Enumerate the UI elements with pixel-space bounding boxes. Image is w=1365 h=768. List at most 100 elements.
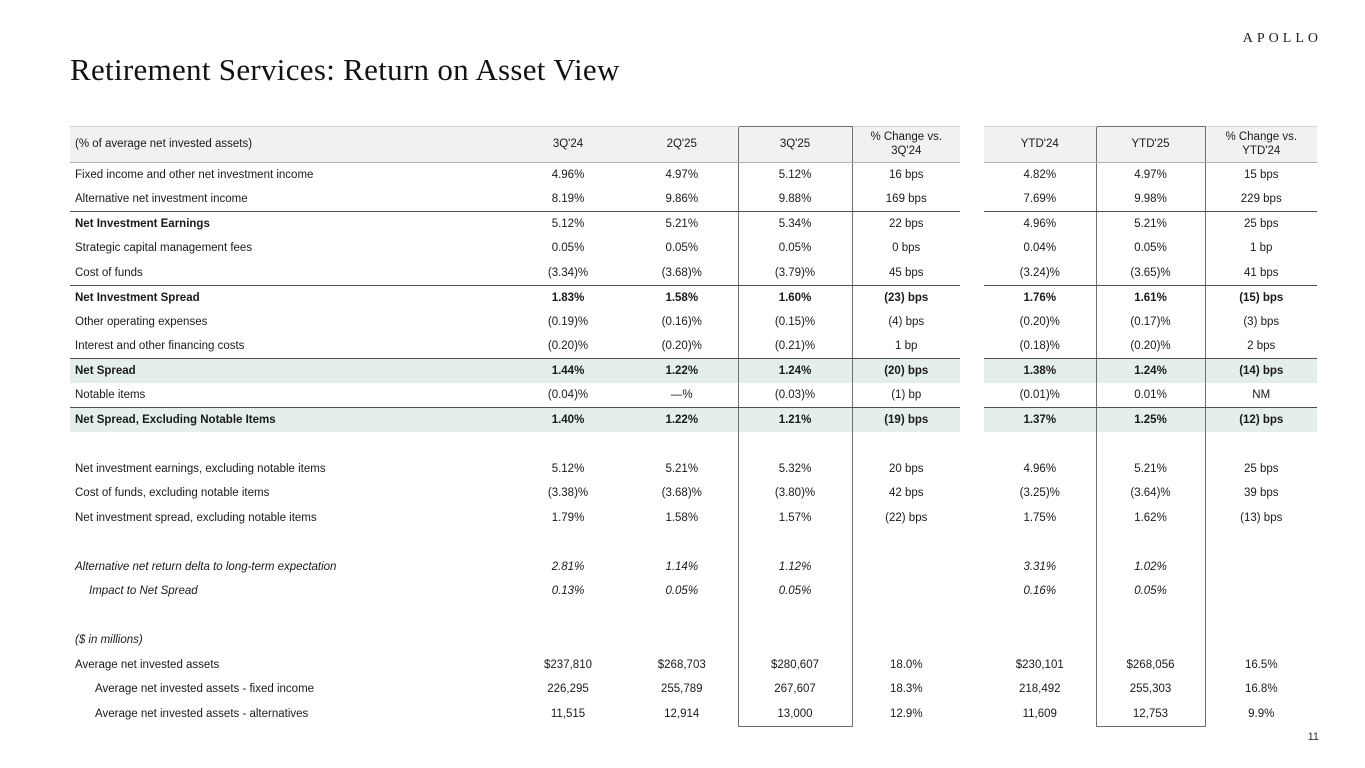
cell-value: 9.98% [1095,187,1206,212]
column-gap [960,653,984,678]
cell-value: 1.22% [626,358,738,383]
cell-value: $268,703 [657,658,706,671]
header-change-vs-3q24: % Change vs. 3Q'24 [852,126,960,163]
cell-value: 9.9% [1248,707,1275,720]
cell-value [852,530,960,555]
cell-value: 1.57% [737,505,853,530]
cell-value [852,555,960,580]
column-gap [960,481,984,506]
cell-value: 1.02% [1095,554,1206,579]
cell-value: 0.05% [665,242,699,255]
row-label: Net Spread [70,358,510,383]
cell-value [1205,555,1317,580]
table-row: Net Spread, Excluding Notable Items 1.40%… [70,407,1317,433]
row-label: Interest and other financing costs [70,334,510,359]
table-row: Other operating expenses (0.19)% (0.16)% (0… [70,309,1317,335]
column-gap [960,555,984,580]
cell-value: 0.05% [551,242,585,255]
roa-table-container: (% of average net invested assets) 3Q'24… [70,126,1317,727]
cell-value: 1.79% [551,511,585,524]
cell-value: 11,609 [1022,707,1057,720]
column-gap [960,702,984,727]
cell-value: 1.22% [626,407,738,432]
column-gap [960,408,984,433]
column-gap [960,285,984,310]
cell-value: 1.62% [1095,505,1206,530]
column-gap [960,334,984,359]
cell-value: (20) bps [852,358,960,383]
cell-value [1095,530,1206,555]
cell-value: (0.04)% [510,383,626,408]
cell-value: (3.68)% [661,487,702,500]
cell-value [737,530,853,555]
table-row: Fixed income and other net investment in… [70,162,1317,187]
apollo-logo: APOLLO [1242,31,1322,46]
cell-value: 0.05% [1095,236,1206,261]
cell-value: (3.65)% [1095,260,1206,286]
cell-value: (3.38)% [547,487,589,500]
column-gap [960,604,984,629]
cell-value: (0.16)% [661,315,702,328]
spacer-row [70,432,1317,457]
cell-value: 229 bps [1205,187,1317,212]
cell-value: 267,607 [737,677,853,702]
row-label: Net Spread, Excluding Notable Items [70,407,510,432]
cell-value: (3.68)% [626,260,738,286]
cell-value [852,628,960,653]
cell-value: 2 bps [1205,334,1317,359]
cell-value [510,530,626,555]
cell-value: (3.24)% [984,260,1096,286]
cell-value: 2.81% [551,560,585,573]
cell-value: NM [1205,383,1317,408]
row-label: Fixed income and other net investment in… [75,169,314,181]
cell-value: (3) bps [1243,315,1280,328]
cell-value [626,604,738,629]
cell-value: 45 bps [852,260,960,286]
cell-value: 39 bps [1243,487,1279,500]
cell-value: 15 bps [1243,169,1279,181]
cell-value: 1.24% [1095,358,1206,383]
cell-value: 0.04% [1023,242,1057,255]
cell-value [1205,579,1317,604]
column-gap [960,127,984,163]
header-2q25: 2Q'25 [626,126,738,163]
cell-value: (0.20)% [1095,334,1206,359]
cell-value: 255,789 [660,683,703,696]
column-gap [960,261,984,286]
cell-value: 4.97% [1095,162,1206,187]
cell-value: 12,753 [1095,701,1206,727]
table-row: Cost of funds, excluding notable items (3… [70,481,1317,506]
cell-value: 1 bp [1250,242,1273,255]
cell-value: —% [626,383,738,408]
cell-value: 1.37% [984,407,1096,432]
cell-value: 1.38% [984,358,1096,383]
cell-value: 1.21% [737,407,853,432]
row-label: Alternative net return delta to long-ter… [75,560,337,573]
cell-value: (3.25)% [1019,487,1060,500]
spacer-row [70,603,1317,629]
row-label: Notable items [70,383,510,408]
row-label: Other operating expenses [75,315,208,328]
column-gap [960,310,984,335]
cell-value: 16.5% [1244,658,1278,671]
row-label: ($ in millions) [75,634,143,647]
column-gap [960,187,984,212]
table-row: Notable items (0.04)% —% (0.03)% (1) bp (0.01… [70,383,1317,408]
cell-value: (0.01)% [984,383,1096,408]
cell-value [1205,432,1317,457]
cell-value [1095,432,1206,457]
cell-value: 5.21% [665,462,699,475]
cell-value: (0.21)% [737,334,853,359]
column-gap [960,677,984,702]
cell-value [984,432,1096,457]
cell-value [852,579,960,604]
cell-value [510,604,626,629]
header-ytd24: YTD'24 [984,126,1096,163]
table-row: Average net invested assets - alternativ… [70,701,1317,727]
page-title: Retirement Services: Return on Asset Vie… [70,52,620,87]
cell-value [852,604,960,629]
row-label [70,432,510,457]
cell-value: (0.20)% [1019,315,1060,328]
cell-value [1095,603,1206,628]
